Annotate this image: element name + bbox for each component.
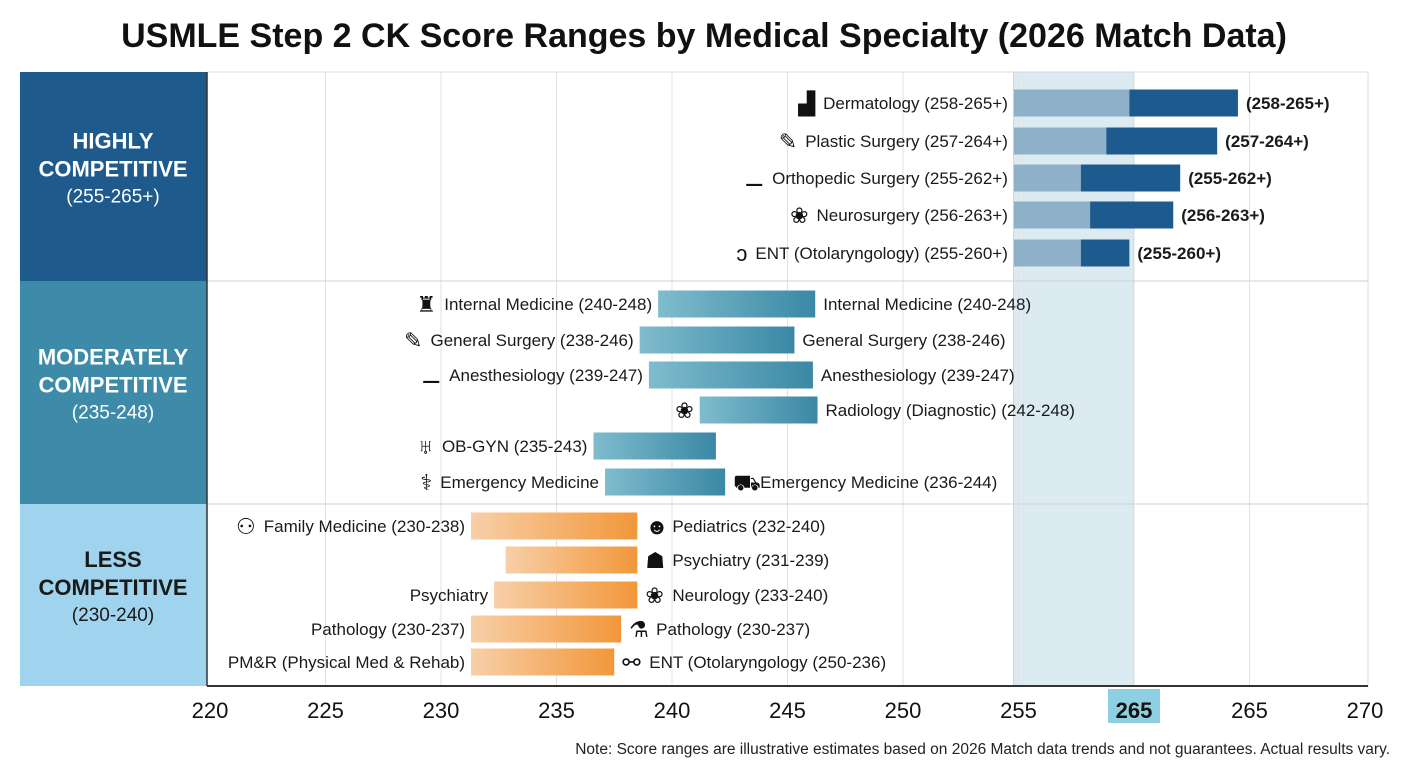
group-panel: [20, 72, 207, 281]
bar-label-right: Pediatrics (232-240): [672, 517, 825, 536]
chart-note: Note: Score ranges are illustrative esti…: [575, 741, 1390, 758]
bar: [658, 290, 816, 318]
joint-icon: ⚯: [622, 650, 641, 675]
bar-segment-high: [1080, 239, 1130, 267]
brain-icon: ❀: [790, 203, 808, 228]
bar-segment-high: [1129, 89, 1238, 117]
group-range: (230-240): [72, 605, 154, 626]
bar-label-left: Internal Medicine (240-248): [444, 295, 652, 314]
chart-title: USMLE Step 2 CK Score Ranges by Medical …: [121, 17, 1287, 55]
scalpel-icon: ✎: [404, 328, 422, 353]
bar-label-left: General Surgery (238-246): [430, 331, 633, 350]
x-tick-label: 270: [1347, 698, 1384, 723]
baby-icon: ☻: [645, 514, 668, 539]
bar: [471, 615, 622, 643]
bar-label-right: Pathology (230-237): [656, 620, 810, 639]
group-label: MODERATELY: [38, 345, 189, 370]
bar-segment-high: [1090, 201, 1174, 229]
bar-label-right: Emergency Medicine (236-244): [760, 473, 997, 492]
bar-segment-low: [1013, 201, 1091, 229]
group-label: LESS: [84, 547, 141, 572]
family-icon: ⚇: [236, 514, 256, 539]
bar-label-right: (255-260+): [1137, 244, 1221, 263]
bar: [648, 361, 813, 389]
bar: [494, 581, 638, 609]
bar: [593, 432, 716, 460]
body-icon: ♜: [416, 292, 436, 317]
head-icon: ☗: [645, 548, 665, 573]
x-tick-label: 220: [192, 698, 229, 723]
group-label: COMPETITIVE: [38, 157, 187, 182]
brain-icon: ❀: [645, 583, 663, 608]
x-tick-label: 255: [1000, 698, 1037, 723]
bar-segment-high: [1080, 164, 1181, 192]
bar-label-left: Plastic Surgery (257-264+): [805, 132, 1008, 151]
bar-label-right: (256-263+): [1181, 206, 1265, 225]
bar-label-left: Pathology (230-237): [311, 620, 465, 639]
bar: [471, 648, 615, 676]
x-tick-label: 230: [423, 698, 460, 723]
bar-label-right: General Surgery (238-246): [802, 331, 1005, 350]
bar-segment-low: [1013, 127, 1107, 155]
bar: [505, 546, 638, 574]
microscope-icon: ⚗: [629, 617, 649, 642]
x-tick-label: 240: [654, 698, 691, 723]
bar-label-left: OB-GYN (235-243): [442, 437, 588, 456]
bar: [471, 512, 638, 540]
ear-icon: ↄ: [736, 241, 747, 266]
bar-label-right: ENT (Otolaryngology (250-236): [649, 653, 886, 672]
bar-segment-high: [1106, 127, 1218, 155]
skin-icon: ▟: [797, 90, 816, 117]
uterus-icon: ♅: [417, 434, 434, 459]
bar-label-right: Psychiatry (231-239): [672, 551, 829, 570]
bar-label-right: Internal Medicine (240-248): [823, 295, 1031, 314]
bar-label-left: Anesthesiology (239-247): [449, 366, 643, 385]
bar-label-right: Neurology (233-240): [672, 586, 828, 605]
brain-icon: ❀: [675, 398, 693, 423]
bar-label-right: Radiology (Diagnostic) (242-248): [826, 401, 1075, 420]
group-range: (255-265+): [66, 187, 159, 208]
x-tick-label: 235: [538, 698, 575, 723]
bar-label-right: (258-265+): [1246, 94, 1330, 113]
highlight-band: [1013, 71, 1134, 687]
bone-icon: ⚊: [421, 363, 441, 388]
group-range: (235-248): [72, 403, 154, 424]
scalpel-icon: ✎: [779, 129, 797, 154]
x-tick-label: 245: [769, 698, 806, 723]
bar-segment-low: [1013, 164, 1081, 192]
bar: [605, 468, 726, 496]
bar-segment-low: [1013, 89, 1130, 117]
bar-label-right: Anesthesiology (239-247): [821, 366, 1015, 385]
group-label: COMPETITIVE: [38, 373, 187, 398]
bar: [699, 396, 818, 424]
group-label: COMPETITIVE: [38, 575, 187, 600]
bar-label-left: ENT (Otolaryngology) (255-260+): [755, 244, 1007, 263]
ambulance-icon: ⛟: [733, 470, 761, 495]
group-panel: [20, 281, 207, 504]
x-tick-label: 265: [1116, 698, 1153, 723]
group-panel: [20, 504, 207, 686]
stethoscope-icon: ⚕: [420, 470, 432, 495]
bar-label-right: (255-262+): [1188, 169, 1272, 188]
bar: [639, 326, 795, 354]
plot-area: HIGHLY COMPETITIVE (255-265+) Dermatology (…: [20, 71, 1384, 723]
bar-label-left: PM&R (Physical Med & Rehab): [228, 653, 465, 672]
bar-label-left: Family Medicine (230-238): [264, 517, 465, 536]
bar-label-left: Emergency Medicine: [440, 473, 599, 492]
group-label: HIGHLY: [72, 129, 153, 154]
x-tick-label: 225: [307, 698, 344, 723]
bar-label-left: Orthopedic Surgery (255-262+): [772, 169, 1008, 188]
bar-label-left: Dermatology (258-265+): [823, 94, 1008, 113]
x-tick-label: 250: [885, 698, 922, 723]
bone-icon: ⚊: [744, 166, 764, 191]
bar-label-left: Psychiatry: [410, 586, 489, 605]
bar-label-right: (257-264+): [1225, 132, 1309, 151]
bar-segment-low: [1013, 239, 1081, 267]
x-tick-label: 265: [1231, 698, 1268, 723]
bar-label-left: Neurosurgery (256-263+): [817, 206, 1008, 225]
tick-highlight: [1108, 689, 1160, 723]
